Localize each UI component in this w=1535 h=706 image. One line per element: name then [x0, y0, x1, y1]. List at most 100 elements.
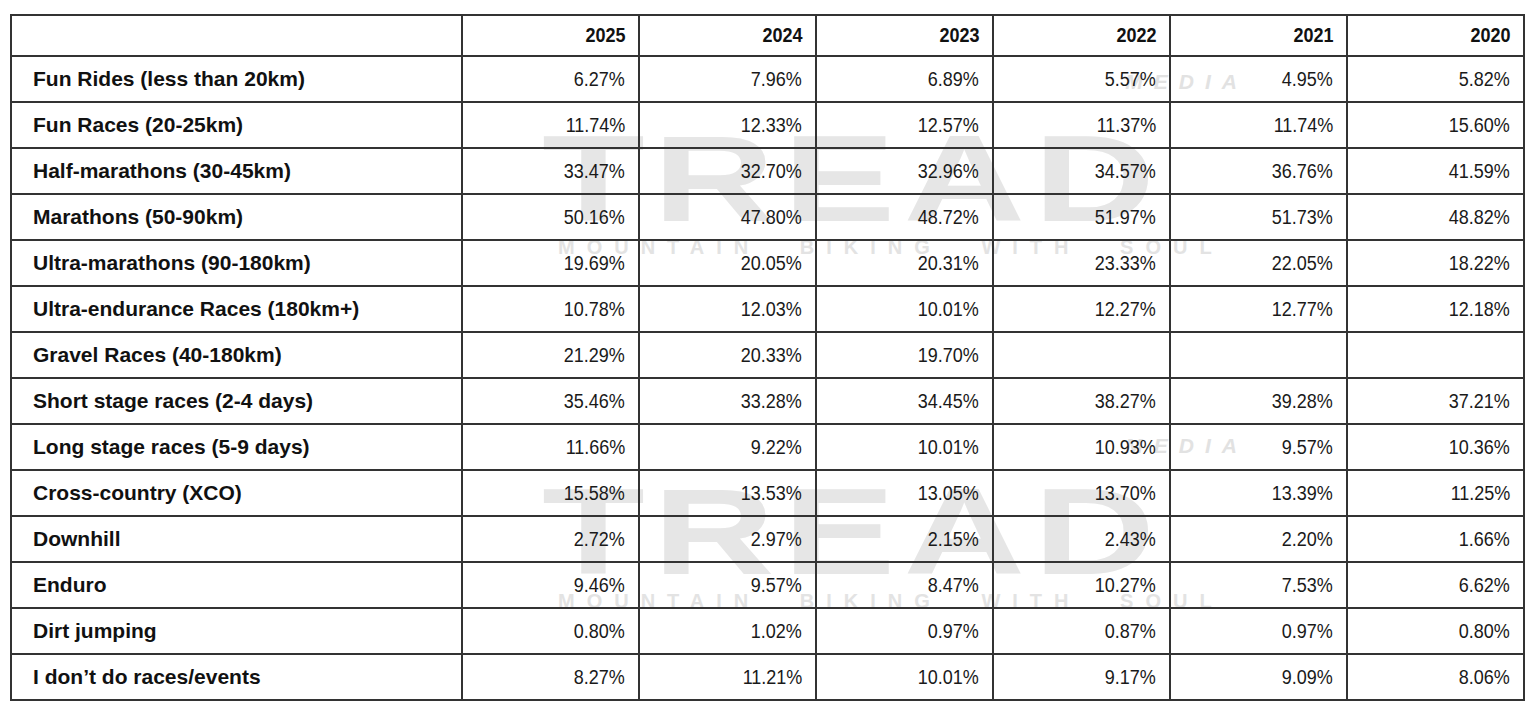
value-text: 34.57% [1095, 160, 1156, 183]
value-cell: 47.80% [639, 194, 816, 240]
value-text: 22.05% [1272, 252, 1333, 275]
value-cell: 6.27% [462, 56, 639, 102]
value-cell: 13.39% [1170, 470, 1347, 516]
value-text: 2.15% [928, 528, 979, 551]
value-cell: 5.82% [1347, 56, 1524, 102]
year-label: 2020 [1470, 24, 1510, 47]
value-text: 2.43% [1105, 528, 1156, 551]
value-cell: 34.45% [816, 378, 993, 424]
table-row: Downhill 2.72% 2.97% 2.15% 2.43% 2.20% 1… [11, 516, 1524, 562]
value-text: 47.80% [741, 206, 802, 229]
value-text: 11.74% [565, 114, 625, 137]
value-text: 2.72% [574, 528, 625, 551]
value-text: 34.45% [918, 390, 979, 413]
year-header: 2025 [462, 15, 639, 56]
value-text: 9.57% [751, 574, 802, 597]
value-text: 6.62% [1459, 574, 1510, 597]
value-cell: 5.57% [993, 56, 1170, 102]
row-label: Half-marathons (30-45km) [11, 148, 462, 194]
value-text: 12.18% [1449, 298, 1510, 321]
table-row: Half-marathons (30-45km) 33.47% 32.70% 3… [11, 148, 1524, 194]
value-text: 10.01% [918, 298, 979, 321]
year-header: 2021 [1170, 15, 1347, 56]
value-text: 8.27% [574, 666, 625, 689]
value-text: 33.28% [741, 390, 802, 413]
value-text: 4.95% [1282, 68, 1333, 91]
value-cell: 11.25% [1347, 470, 1524, 516]
year-header: 2022 [993, 15, 1170, 56]
table-row: Fun Rides (less than 20km) 6.27% 7.96% 6… [11, 56, 1524, 102]
value-cell: 0.87% [993, 608, 1170, 654]
year-label: 2024 [762, 24, 802, 47]
value-text: 32.70% [741, 160, 802, 183]
value-text: 10.36% [1449, 436, 1510, 459]
value-text: 9.46% [574, 574, 625, 597]
row-label: Enduro [11, 562, 462, 608]
value-cell: 11.37% [993, 102, 1170, 148]
value-cell: 23.33% [993, 240, 1170, 286]
value-cell: 13.53% [639, 470, 816, 516]
value-cell: 20.31% [816, 240, 993, 286]
value-cell: 8.27% [462, 654, 639, 700]
value-cell: 10.01% [816, 286, 993, 332]
value-text: 50.16% [564, 206, 625, 229]
value-cell: 2.72% [462, 516, 639, 562]
value-text: 32.96% [918, 160, 979, 183]
row-label: Ultra-endurance Races (180km+) [11, 286, 462, 332]
value-text: 18.22% [1449, 252, 1510, 275]
value-text: 12.33% [741, 114, 802, 137]
value-cell: 32.96% [816, 148, 993, 194]
value-cell: 11.66% [462, 424, 639, 470]
value-text: 1.02% [751, 620, 802, 643]
row-label: Short stage races (2-4 days) [11, 378, 462, 424]
value-cell: 38.27% [993, 378, 1170, 424]
value-text: 12.27% [1095, 298, 1156, 321]
value-cell: 2.15% [816, 516, 993, 562]
value-text: 13.05% [918, 482, 979, 505]
value-cell: 12.57% [816, 102, 993, 148]
value-cell: 9.22% [639, 424, 816, 470]
row-label: Dirt jumping [11, 608, 462, 654]
value-cell: 10.01% [816, 654, 993, 700]
table-row: I don’t do races/events 8.27% 11.21% 10.… [11, 654, 1524, 700]
value-cell: 50.16% [462, 194, 639, 240]
value-text: 13.70% [1095, 482, 1156, 505]
value-cell: 51.97% [993, 194, 1170, 240]
value-text: 13.39% [1272, 482, 1333, 505]
value-cell: 48.82% [1347, 194, 1524, 240]
value-cell: 19.70% [816, 332, 993, 378]
value-cell: 12.18% [1347, 286, 1524, 332]
value-cell: 6.89% [816, 56, 993, 102]
row-label: I don’t do races/events [11, 654, 462, 700]
value-text: 10.93% [1095, 436, 1156, 459]
table-row: Marathons (50-90km) 50.16% 47.80% 48.72%… [11, 194, 1524, 240]
value-cell: 4.95% [1170, 56, 1347, 102]
value-text: 0.97% [1282, 620, 1333, 643]
value-text: 0.80% [574, 620, 625, 643]
value-text: 10.27% [1095, 574, 1156, 597]
row-label: Gravel Races (40-180km) [11, 332, 462, 378]
value-text: 15.60% [1449, 114, 1510, 137]
value-text: 37.21% [1449, 390, 1510, 413]
table-row: Ultra-endurance Races (180km+) 10.78% 12… [11, 286, 1524, 332]
value-cell: 13.05% [816, 470, 993, 516]
value-cell: 1.02% [639, 608, 816, 654]
table-row: Ultra-marathons (90-180km) 19.69% 20.05%… [11, 240, 1524, 286]
value-text: 9.57% [1282, 436, 1333, 459]
value-cell: 10.93% [993, 424, 1170, 470]
value-cell: 33.28% [639, 378, 816, 424]
value-cell: 18.22% [1347, 240, 1524, 286]
value-text: 15.58% [564, 482, 625, 505]
value-cell: 39.28% [1170, 378, 1347, 424]
value-cell: 11.21% [639, 654, 816, 700]
value-cell: 0.80% [1347, 608, 1524, 654]
value-cell: 9.09% [1170, 654, 1347, 700]
value-cell: 0.97% [1170, 608, 1347, 654]
value-text: 20.05% [741, 252, 802, 275]
value-text: 6.27% [574, 68, 625, 91]
value-cell: 9.57% [1170, 424, 1347, 470]
value-text: 20.33% [741, 344, 802, 367]
row-label: Long stage races (5-9 days) [11, 424, 462, 470]
value-text: 13.53% [741, 482, 802, 505]
value-cell: 12.27% [993, 286, 1170, 332]
